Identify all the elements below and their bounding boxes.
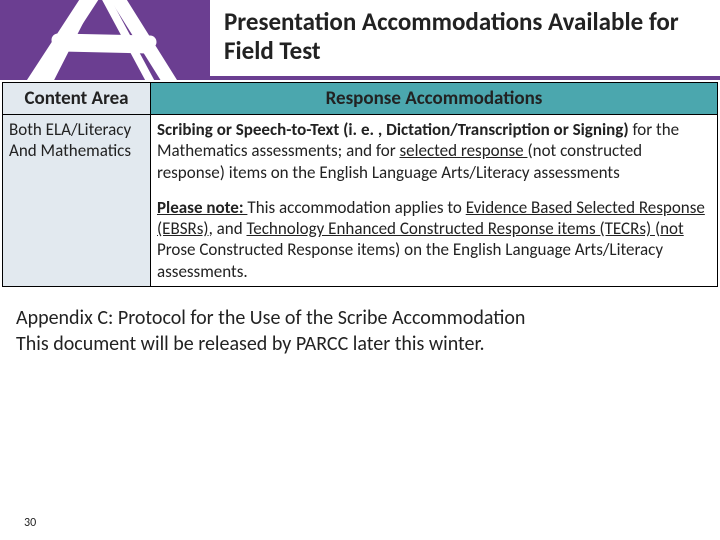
response-paragraph-1: Scribing or Speech-to-Text (i. e. , Dict… [157, 119, 711, 183]
col-header-content-area: Content Area [3, 83, 151, 115]
text-underline: Technology Enhanced Constructed Response… [247, 218, 655, 239]
spacer [157, 183, 711, 197]
content-area-cell: Both ELA/Literacy And Mathematics [3, 115, 151, 287]
response-paragraph-2: Please note: This accommodation applies … [157, 197, 711, 282]
title-area: Presentation Accommodations Available fo… [210, 0, 720, 76]
accommodations-table: Content Area Response Accommodations Bot… [2, 82, 718, 287]
text-bold: Scribing or Speech-to-Text (i. e. , Dict… [157, 119, 632, 140]
col-header-response: Response Accommodations [151, 83, 718, 115]
logo-box [0, 0, 210, 80]
appendix-line-1: Appendix C: Protocol for the Use of the … [16, 305, 704, 331]
appendix-line-2: This document will be released by PARCC … [16, 331, 704, 357]
appendix-text: Appendix C: Protocol for the Use of the … [16, 305, 704, 357]
response-cell: Scribing or Speech-to-Text (i. e. , Dict… [151, 115, 718, 287]
text-underline: not [660, 218, 684, 239]
text-underline: selected response [399, 140, 527, 161]
slide: Presentation Accommodations Available fo… [0, 0, 720, 540]
text: This accommodation applies to [247, 197, 465, 218]
table-header-row: Content Area Response Accommodations [3, 83, 718, 115]
header-bar: Presentation Accommodations Available fo… [0, 0, 720, 80]
text: Prose Constructed Response items) on the… [157, 239, 663, 281]
slide-title: Presentation Accommodations Available fo… [224, 8, 712, 66]
logo-a-icon [0, 0, 210, 80]
table-row: Both ELA/Literacy And Mathematics Scribi… [3, 115, 718, 287]
accommodations-table-wrap: Content Area Response Accommodations Bot… [2, 82, 718, 287]
text: , and [209, 218, 247, 239]
text-bold-underline: Please note: [157, 197, 247, 218]
page-number: 30 [24, 516, 36, 530]
